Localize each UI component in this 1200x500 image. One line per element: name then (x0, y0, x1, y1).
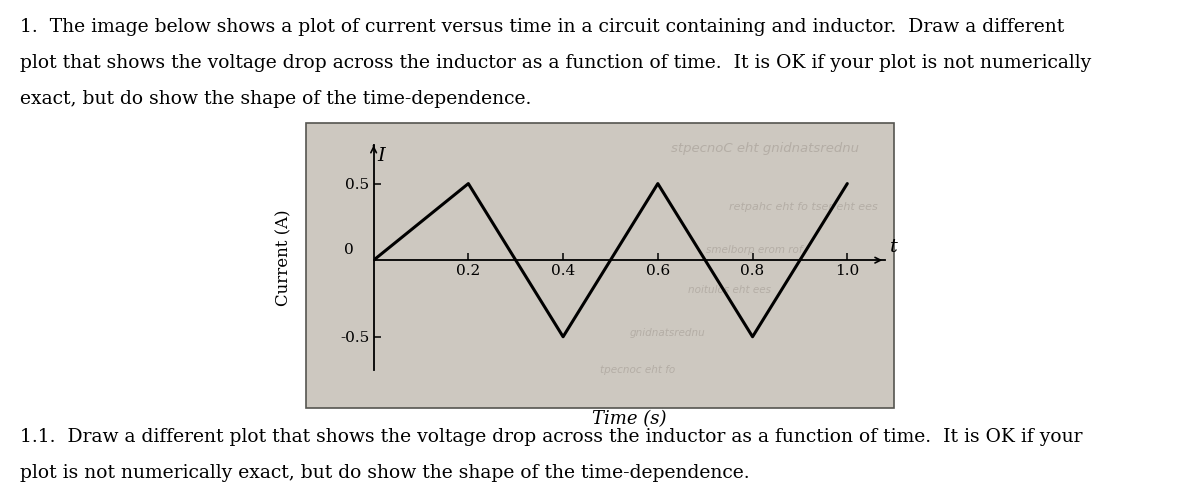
Text: plot is not numerically exact, but do show the shape of the time-dependence.: plot is not numerically exact, but do sh… (20, 464, 750, 481)
Text: noitulos eht ees: noitulos eht ees (689, 285, 772, 295)
Text: t: t (890, 238, 898, 256)
Text: Time (s): Time (s) (592, 410, 667, 428)
Text: Current (A): Current (A) (276, 210, 293, 306)
Text: 1.1.  Draw a different plot that shows the voltage drop across the inductor as a: 1.1. Draw a different plot that shows th… (20, 428, 1082, 446)
Text: plot that shows the voltage drop across the inductor as a function of time.  It : plot that shows the voltage drop across … (20, 54, 1092, 72)
Text: exact, but do show the shape of the time-dependence.: exact, but do show the shape of the time… (20, 90, 532, 108)
Text: I: I (378, 147, 385, 165)
Text: 0: 0 (344, 244, 354, 258)
Text: smelborp erom rof: smelborp erom rof (706, 245, 803, 255)
Text: retpahc eht fo tser eht ees: retpahc eht fo tser eht ees (730, 202, 878, 212)
Text: stpecnoC eht gnidnatsrednu: stpecnoC eht gnidnatsrednu (671, 142, 858, 156)
Text: 1.  The image below shows a plot of current versus time in a circuit containing : 1. The image below shows a plot of curre… (20, 18, 1064, 36)
Text: tpecnoc eht fo: tpecnoc eht fo (600, 365, 676, 375)
Text: gnidnatsrednu: gnidnatsrednu (630, 328, 706, 338)
